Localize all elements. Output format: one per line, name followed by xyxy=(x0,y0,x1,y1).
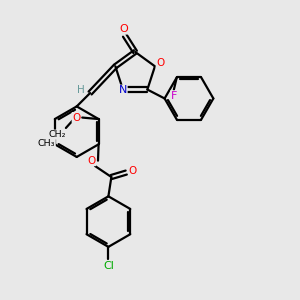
Text: CH₃: CH₃ xyxy=(38,139,55,148)
Text: CH₂: CH₂ xyxy=(49,130,66,139)
Text: O: O xyxy=(156,58,164,68)
Text: H: H xyxy=(77,85,85,95)
Text: Cl: Cl xyxy=(103,261,114,271)
Text: O: O xyxy=(72,112,80,123)
Text: O: O xyxy=(129,166,137,176)
Text: N: N xyxy=(119,85,127,95)
Text: O: O xyxy=(119,24,128,34)
Text: F: F xyxy=(171,91,177,101)
Text: O: O xyxy=(87,156,96,166)
